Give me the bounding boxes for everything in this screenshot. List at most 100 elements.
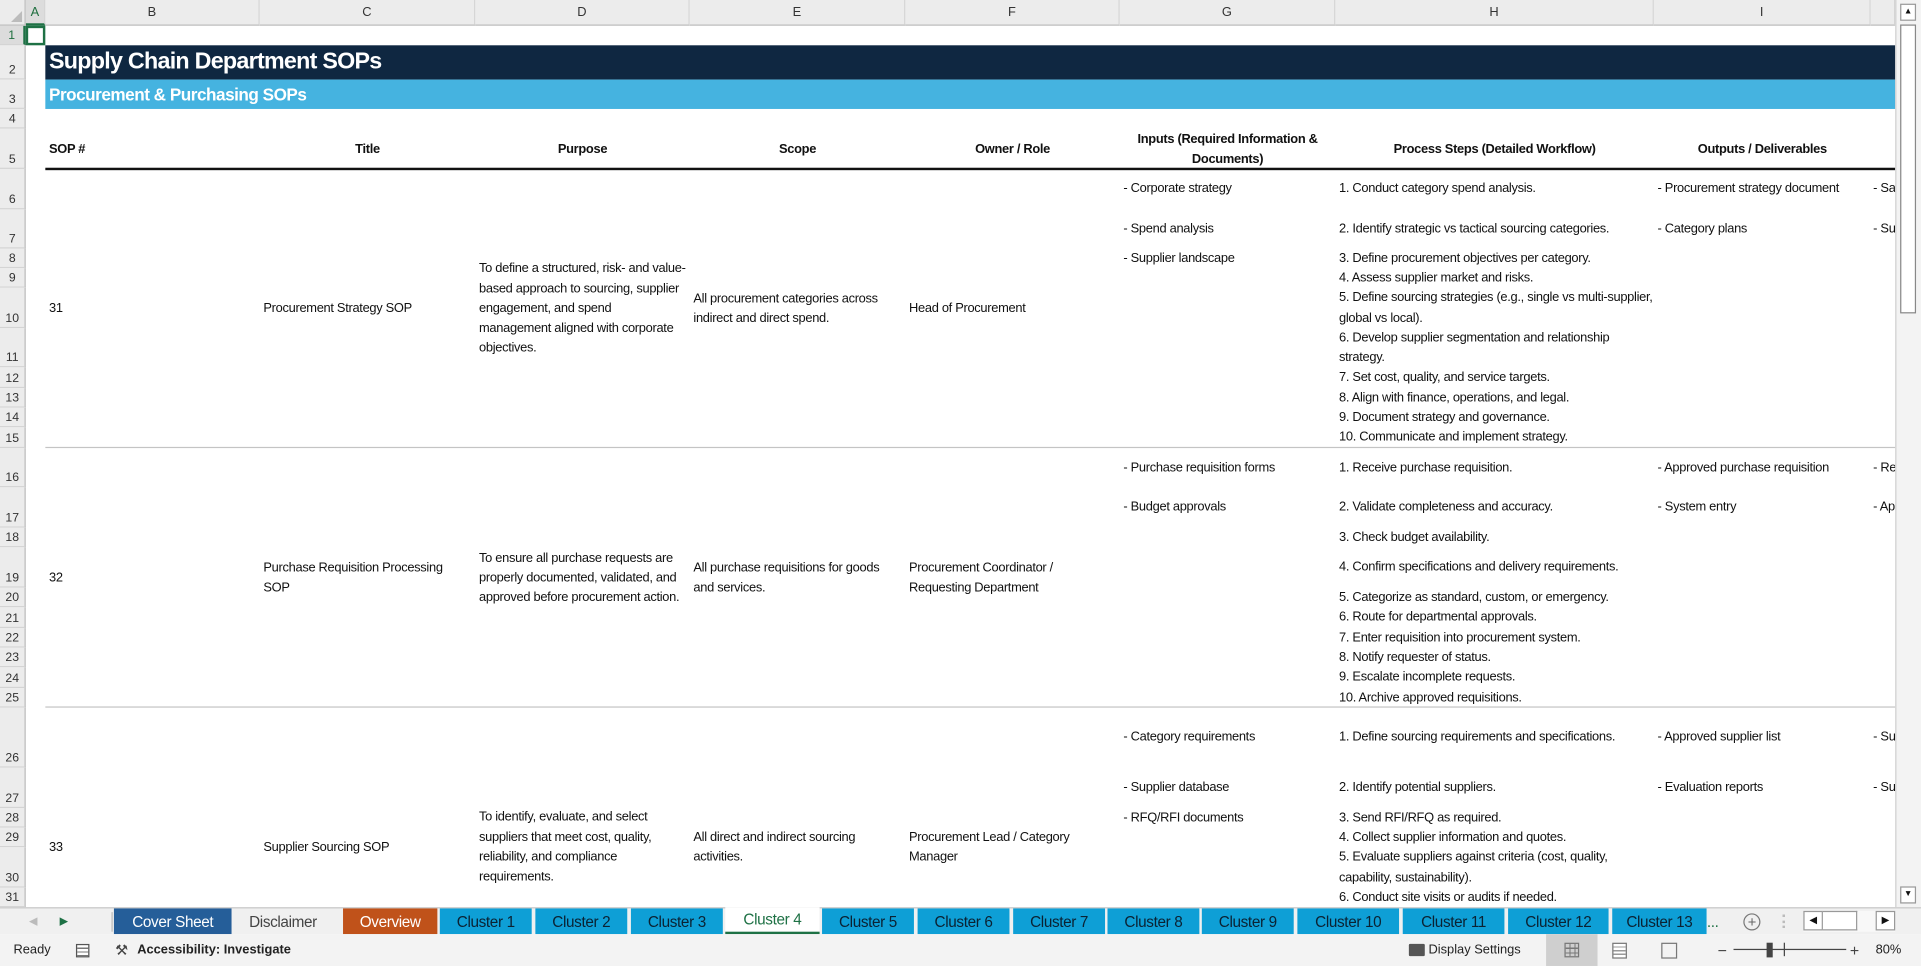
row-header-4[interactable]: 4 [0, 108, 26, 129]
column-header-i[interactable]: I [1653, 0, 1871, 26]
horizontal-scrollbar[interactable]: ◀ ▶ [1803, 910, 1896, 932]
row-header-22[interactable]: 22 [0, 628, 26, 648]
display-settings-button[interactable]: Display Settings [1428, 942, 1521, 958]
sop-outputs-item[interactable]: - System entry [1654, 487, 1871, 527]
sop-steps-item[interactable]: 3. Check budget availability. [1335, 528, 1656, 548]
sop-outputs-item[interactable]: - Approved supplier list [1654, 708, 1871, 768]
sop-inputs-item[interactable]: - Category requirements [1120, 708, 1336, 768]
sop-steps-item[interactable]: 5. Define sourcing strategies (e.g., sin… [1335, 288, 1656, 328]
sop-steps-item[interactable]: 8. Align with finance, operations, and l… [1335, 388, 1656, 408]
row-header-1[interactable]: 1 [0, 25, 26, 46]
row-header-31[interactable]: 31 [0, 887, 26, 908]
sop-inputs-item[interactable]: - Supplier landscape [1120, 249, 1336, 269]
sop-steps-item[interactable]: 3. Send RFI/RFQ as required. [1335, 808, 1656, 828]
sop-outputs-item[interactable]: - Approved purchase requisition [1654, 448, 1871, 487]
row-header-3[interactable]: 3 [0, 79, 26, 109]
sop-steps-item[interactable]: 4. Confirm specifications and delivery r… [1335, 547, 1656, 587]
display-settings-icon[interactable] [1408, 934, 1425, 966]
row-header-25[interactable]: 25 [0, 688, 26, 708]
row-header-20[interactable]: 20 [0, 587, 26, 608]
column-header-c[interactable]: C [259, 0, 476, 26]
sop-steps-item[interactable]: 7. Set cost, quality, and service target… [1335, 367, 1656, 388]
scroll-thumb[interactable] [1900, 24, 1917, 314]
row-header-13[interactable]: 13 [0, 388, 26, 408]
zoom-slider-thumb[interactable] [1766, 942, 1773, 958]
sop-next-column-item[interactable]: - Re [1871, 448, 1895, 487]
sop-steps-item[interactable]: 9. Escalate incomplete requests. [1335, 667, 1656, 688]
sop-purpose-cell[interactable]: To ensure all purchase requests are prop… [475, 448, 689, 708]
accessibility-icon[interactable]: ⚒ [115, 941, 129, 959]
hscroll-thumb[interactable] [1822, 910, 1858, 931]
tab-cluster-1[interactable]: Cluster 1 [439, 908, 532, 935]
sop-steps-item[interactable]: 10. Archive approved requisitions. [1335, 688, 1656, 708]
tab-scroll-left-button[interactable]: ◀ [29, 914, 38, 927]
column-header-d[interactable]: D [475, 0, 690, 26]
sop-steps-item[interactable]: 4. Collect supplier information and quot… [1335, 828, 1656, 848]
tab-cluster-3[interactable]: Cluster 3 [630, 908, 723, 935]
sop-steps-item[interactable]: 6. Conduct site visits or audits if need… [1335, 888, 1656, 908]
sop-next-column-item[interactable]: - Ap [1871, 487, 1896, 527]
scroll-down-button[interactable]: ▼ [1900, 886, 1917, 904]
row-header-29[interactable]: 29 [0, 827, 26, 848]
sop-steps-item[interactable]: 9. Document strategy and governance. [1335, 408, 1656, 428]
row-header-26[interactable]: 26 [0, 707, 26, 768]
zoom-slider[interactable] [1733, 934, 1847, 966]
tab-cluster-11[interactable]: Cluster 11 [1402, 908, 1505, 935]
page-layout-view-button[interactable] [1612, 934, 1627, 966]
sop-owner-cell[interactable]: Head of Procurement [905, 169, 1119, 448]
sop-purpose-cell[interactable]: To define a structured, risk- and value-… [475, 169, 689, 448]
sop-owner-cell[interactable]: Procurement Coordinator / Requesting Dep… [905, 448, 1119, 708]
tab-cluster-9[interactable]: Cluster 9 [1201, 908, 1294, 935]
sop-steps-item[interactable]: 1. Define sourcing requirements and spec… [1335, 708, 1656, 768]
sop-next-column-item[interactable]: - Su [1871, 768, 1895, 808]
tab-scroll-right-button[interactable]: ▶ [59, 914, 68, 927]
zoom-in-button[interactable]: + [1849, 940, 1860, 960]
sop-scope-cell[interactable]: All purchase requisitions for goods and … [690, 448, 906, 708]
tab-cluster-10[interactable]: Cluster 10 [1297, 908, 1400, 935]
sop-steps-item[interactable]: 10. Communicate and implement strategy. [1335, 427, 1656, 448]
selected-cell-a1[interactable] [25, 25, 46, 46]
column-header-f[interactable]: F [905, 0, 1120, 26]
zoom-out-button[interactable]: − [1717, 940, 1727, 960]
sop-inputs-item[interactable]: - Spend analysis [1120, 209, 1336, 248]
tab-disclaimer[interactable]: Disclaimer [249, 912, 317, 930]
sop-inputs-item[interactable]: - Budget approvals [1120, 487, 1336, 527]
macro-record-icon[interactable] [75, 934, 90, 966]
vertical-scrollbar[interactable]: ▲ ▼ [1895, 0, 1921, 908]
row-header-28[interactable]: 28 [0, 808, 26, 828]
sop-steps-item[interactable]: 4. Assess supplier market and risks. [1335, 268, 1656, 288]
page-break-view-button[interactable] [1661, 934, 1678, 966]
plus-circle-icon[interactable]: + [1742, 908, 1762, 934]
tab-cluster-12[interactable]: Cluster 12 [1508, 908, 1609, 935]
sop-title-cell[interactable]: Supplier Sourcing SOP [260, 708, 476, 966]
row-header-12[interactable]: 12 [0, 367, 26, 389]
column-header-h[interactable]: H [1335, 0, 1654, 26]
accessibility-status[interactable]: Accessibility: Investigate [137, 942, 291, 958]
tab-cover-sheet[interactable]: Cover Sheet [113, 908, 232, 935]
row-header-9[interactable]: 9 [0, 268, 26, 288]
sop-steps-item[interactable]: 5. Evaluate suppliers against criteria (… [1335, 847, 1656, 887]
column-header-next[interactable] [1870, 0, 1896, 26]
row-header-17[interactable]: 17 [0, 487, 26, 528]
row-header-23[interactable]: 23 [0, 647, 26, 668]
sop-title-cell[interactable]: Procurement Strategy SOP [260, 169, 476, 448]
sop-steps-item[interactable]: 2. Identify potential suppliers. [1335, 768, 1656, 808]
row-header-27[interactable]: 27 [0, 767, 26, 809]
row-header-21[interactable]: 21 [0, 607, 26, 629]
normal-view-button[interactable] [1546, 934, 1598, 966]
sop-inputs-item[interactable]: - Purchase requisition forms [1120, 448, 1336, 487]
row-header-15[interactable]: 15 [0, 427, 26, 449]
column-header-e[interactable]: E [689, 0, 906, 26]
select-all-corner[interactable] [0, 0, 26, 26]
sop-purpose-cell[interactable]: To identify, evaluate, and select suppli… [475, 708, 689, 966]
sop-next-column-item[interactable]: - Su [1871, 209, 1895, 248]
hscroll-right-button[interactable]: ▶ [1875, 910, 1896, 931]
tab-overview[interactable]: Overview [343, 908, 438, 935]
sop-title-cell[interactable]: Purchase Requisition Processing SOP [260, 448, 476, 708]
sop-inputs-item[interactable]: - RFQ/RFI documents [1120, 808, 1336, 828]
scroll-up-button[interactable]: ▲ [1900, 3, 1917, 21]
sop-outputs-item[interactable]: - Category plans [1654, 209, 1871, 248]
sop-steps-item[interactable]: 3. Define procurement objectives per cat… [1335, 249, 1656, 269]
column-header-g[interactable]: G [1119, 0, 1336, 26]
sop-steps-item[interactable]: 7. Enter requisition into procurement sy… [1335, 628, 1656, 648]
